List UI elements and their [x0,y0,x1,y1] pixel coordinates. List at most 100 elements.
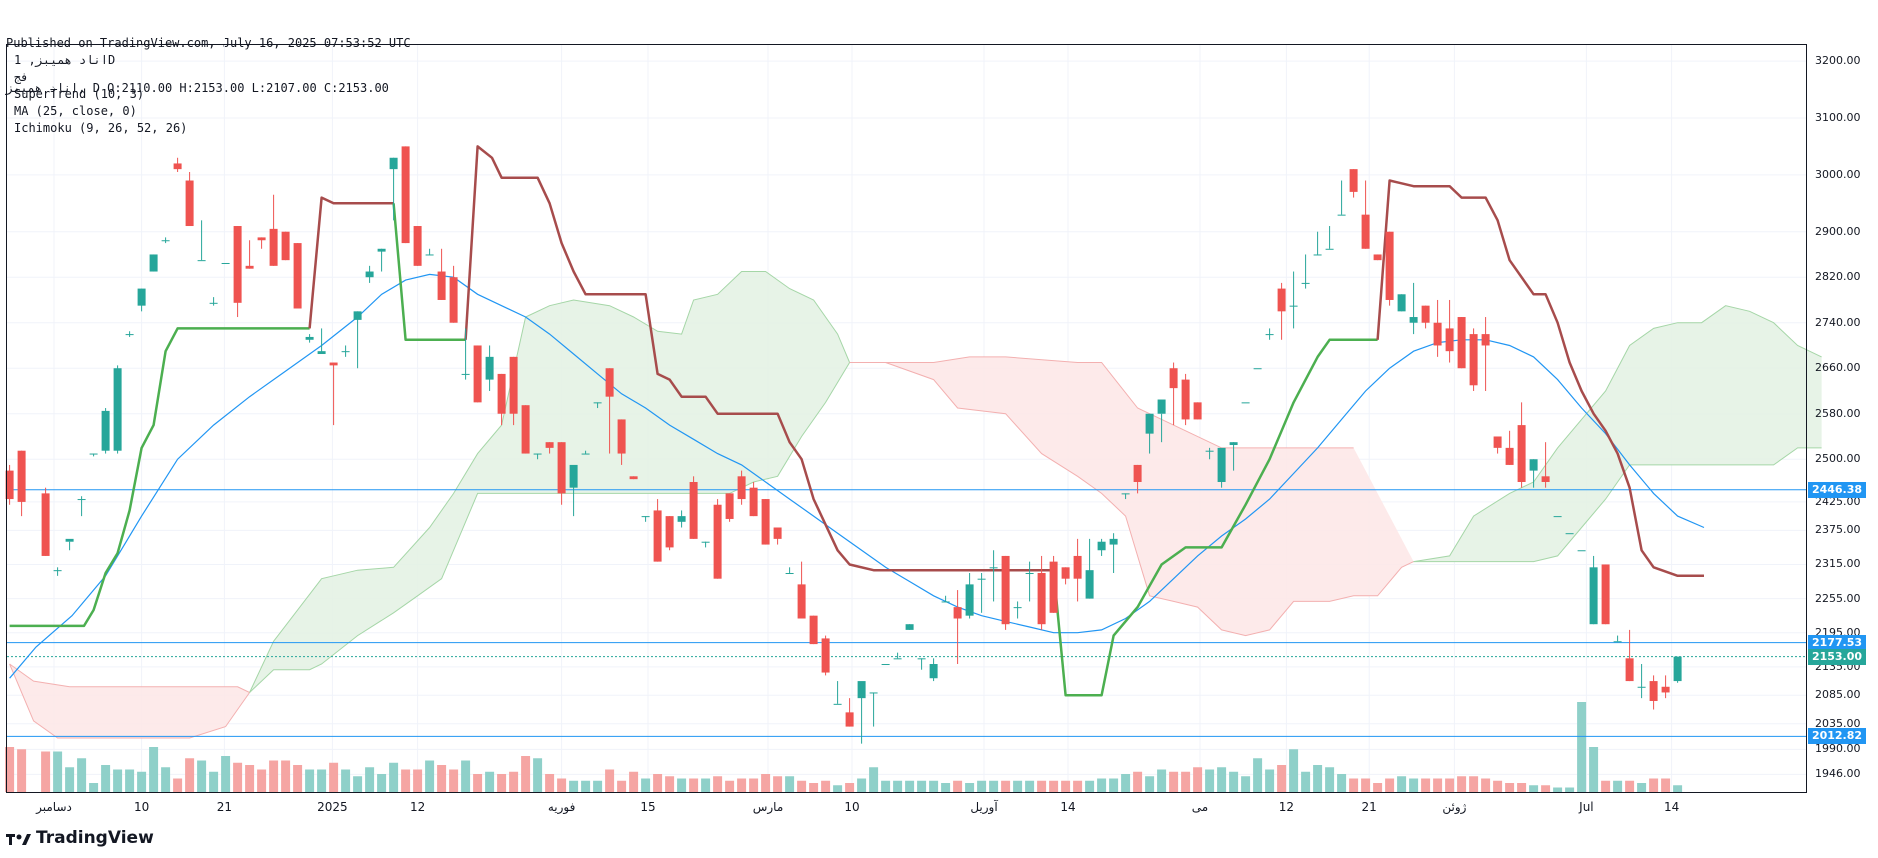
candle [365,265,374,283]
candle [809,615,818,645]
price-line-tag: 2177.53 [1808,634,1866,651]
volume-bar [1241,776,1251,792]
candle [377,248,386,272]
candle-body [689,481,698,539]
volume-bar [785,776,795,792]
candle [437,248,446,300]
candle [89,453,98,457]
candle [1529,459,1538,488]
candle-body [713,504,722,579]
volume-bar [53,751,63,792]
volume-bar [1637,783,1647,792]
tradingview-logo[interactable]: TradingView [6,828,154,848]
candle-body [1601,564,1610,625]
candle-body [1469,334,1478,386]
candle-body [401,146,410,244]
volume-bar [1373,783,1383,792]
price-tick-label: 3200.00 [1815,54,1861,68]
candle-body [1589,567,1598,625]
price-tick-label: 2375.00 [1815,523,1861,537]
volume-bar [1505,783,1515,792]
candle [953,590,962,665]
price-line-tag: 2012.82 [1808,728,1866,745]
time-tick-label: 2025 [317,800,348,814]
volume-bar [1109,778,1119,792]
candle [1169,362,1178,426]
candle-body [1529,459,1538,471]
candle [65,538,74,551]
volume-bar [761,774,771,792]
candle-body [77,499,86,501]
candle-body [353,311,362,320]
legend-ma[interactable]: MA (25, close, 0) [14,104,137,118]
candle [485,345,494,391]
volume-bar [293,765,303,792]
supertrend-down [308,196,394,329]
candle-body [605,368,614,397]
volume-bar [1013,780,1023,792]
candle-body [677,516,686,522]
candle [161,237,170,244]
candle [197,220,206,262]
candle [1553,516,1562,518]
candle-body [953,607,962,619]
candle [1085,538,1094,599]
time-tick-label: 21 [1361,800,1377,814]
candle-body [1505,447,1514,465]
volume-bar [209,771,219,792]
published-header: Published on TradingView.com, July 16, 2… [6,6,411,111]
candle [629,476,638,480]
legend-symbol[interactable]: اناد همیبز, 1D [14,53,116,67]
candle-body [5,470,14,500]
supertrend-up [392,203,466,342]
candle-body [1325,248,1334,250]
candle-body [1421,305,1430,323]
volume-bar [41,751,51,792]
candle [221,262,230,264]
volume-bar [1301,771,1311,792]
candle [641,516,650,522]
candle [17,450,26,517]
volume-bar [617,780,627,792]
candle-body [1565,533,1574,535]
candle-body [1577,550,1586,552]
candle-body [305,336,314,340]
candle-body [989,567,998,569]
volume-bar [1661,778,1671,792]
supertrend-up [1052,338,1378,697]
candle-body [1625,658,1634,682]
candle-body [89,453,98,455]
candle-body [1541,476,1550,482]
candle [269,194,278,266]
volume-bar [497,774,507,792]
price-tick-label: 1990.00 [1815,742,1861,756]
candle [929,658,938,682]
volume-bar [473,774,483,792]
candle [401,146,410,244]
volume-bar [665,776,675,792]
volume-bar [329,762,339,792]
candle-body [965,584,974,616]
volume-bar [533,758,543,792]
candle [797,561,806,619]
volume-bar [977,780,987,792]
price-tick-label: 2315.00 [1815,557,1861,571]
candle-body [845,712,854,727]
candle-body [1217,447,1226,482]
legend-ichimoku[interactable]: Ichimoku (9, 26, 52, 26) [14,121,188,135]
candle [1109,533,1118,574]
candle [1193,402,1202,420]
candle-body [1037,573,1046,625]
volume-bar [1673,785,1683,792]
candle [209,297,218,306]
candle-body [1181,379,1190,420]
volume-bar [1193,767,1203,792]
candle [1541,442,1550,488]
legend-supertrend[interactable]: SuperTrend (10, 3) [14,87,145,101]
volume-bar [1325,767,1335,792]
cloud-edge-top [849,356,1354,449]
candle-body [53,570,62,572]
volume-bar [281,760,291,792]
candle [557,442,566,505]
